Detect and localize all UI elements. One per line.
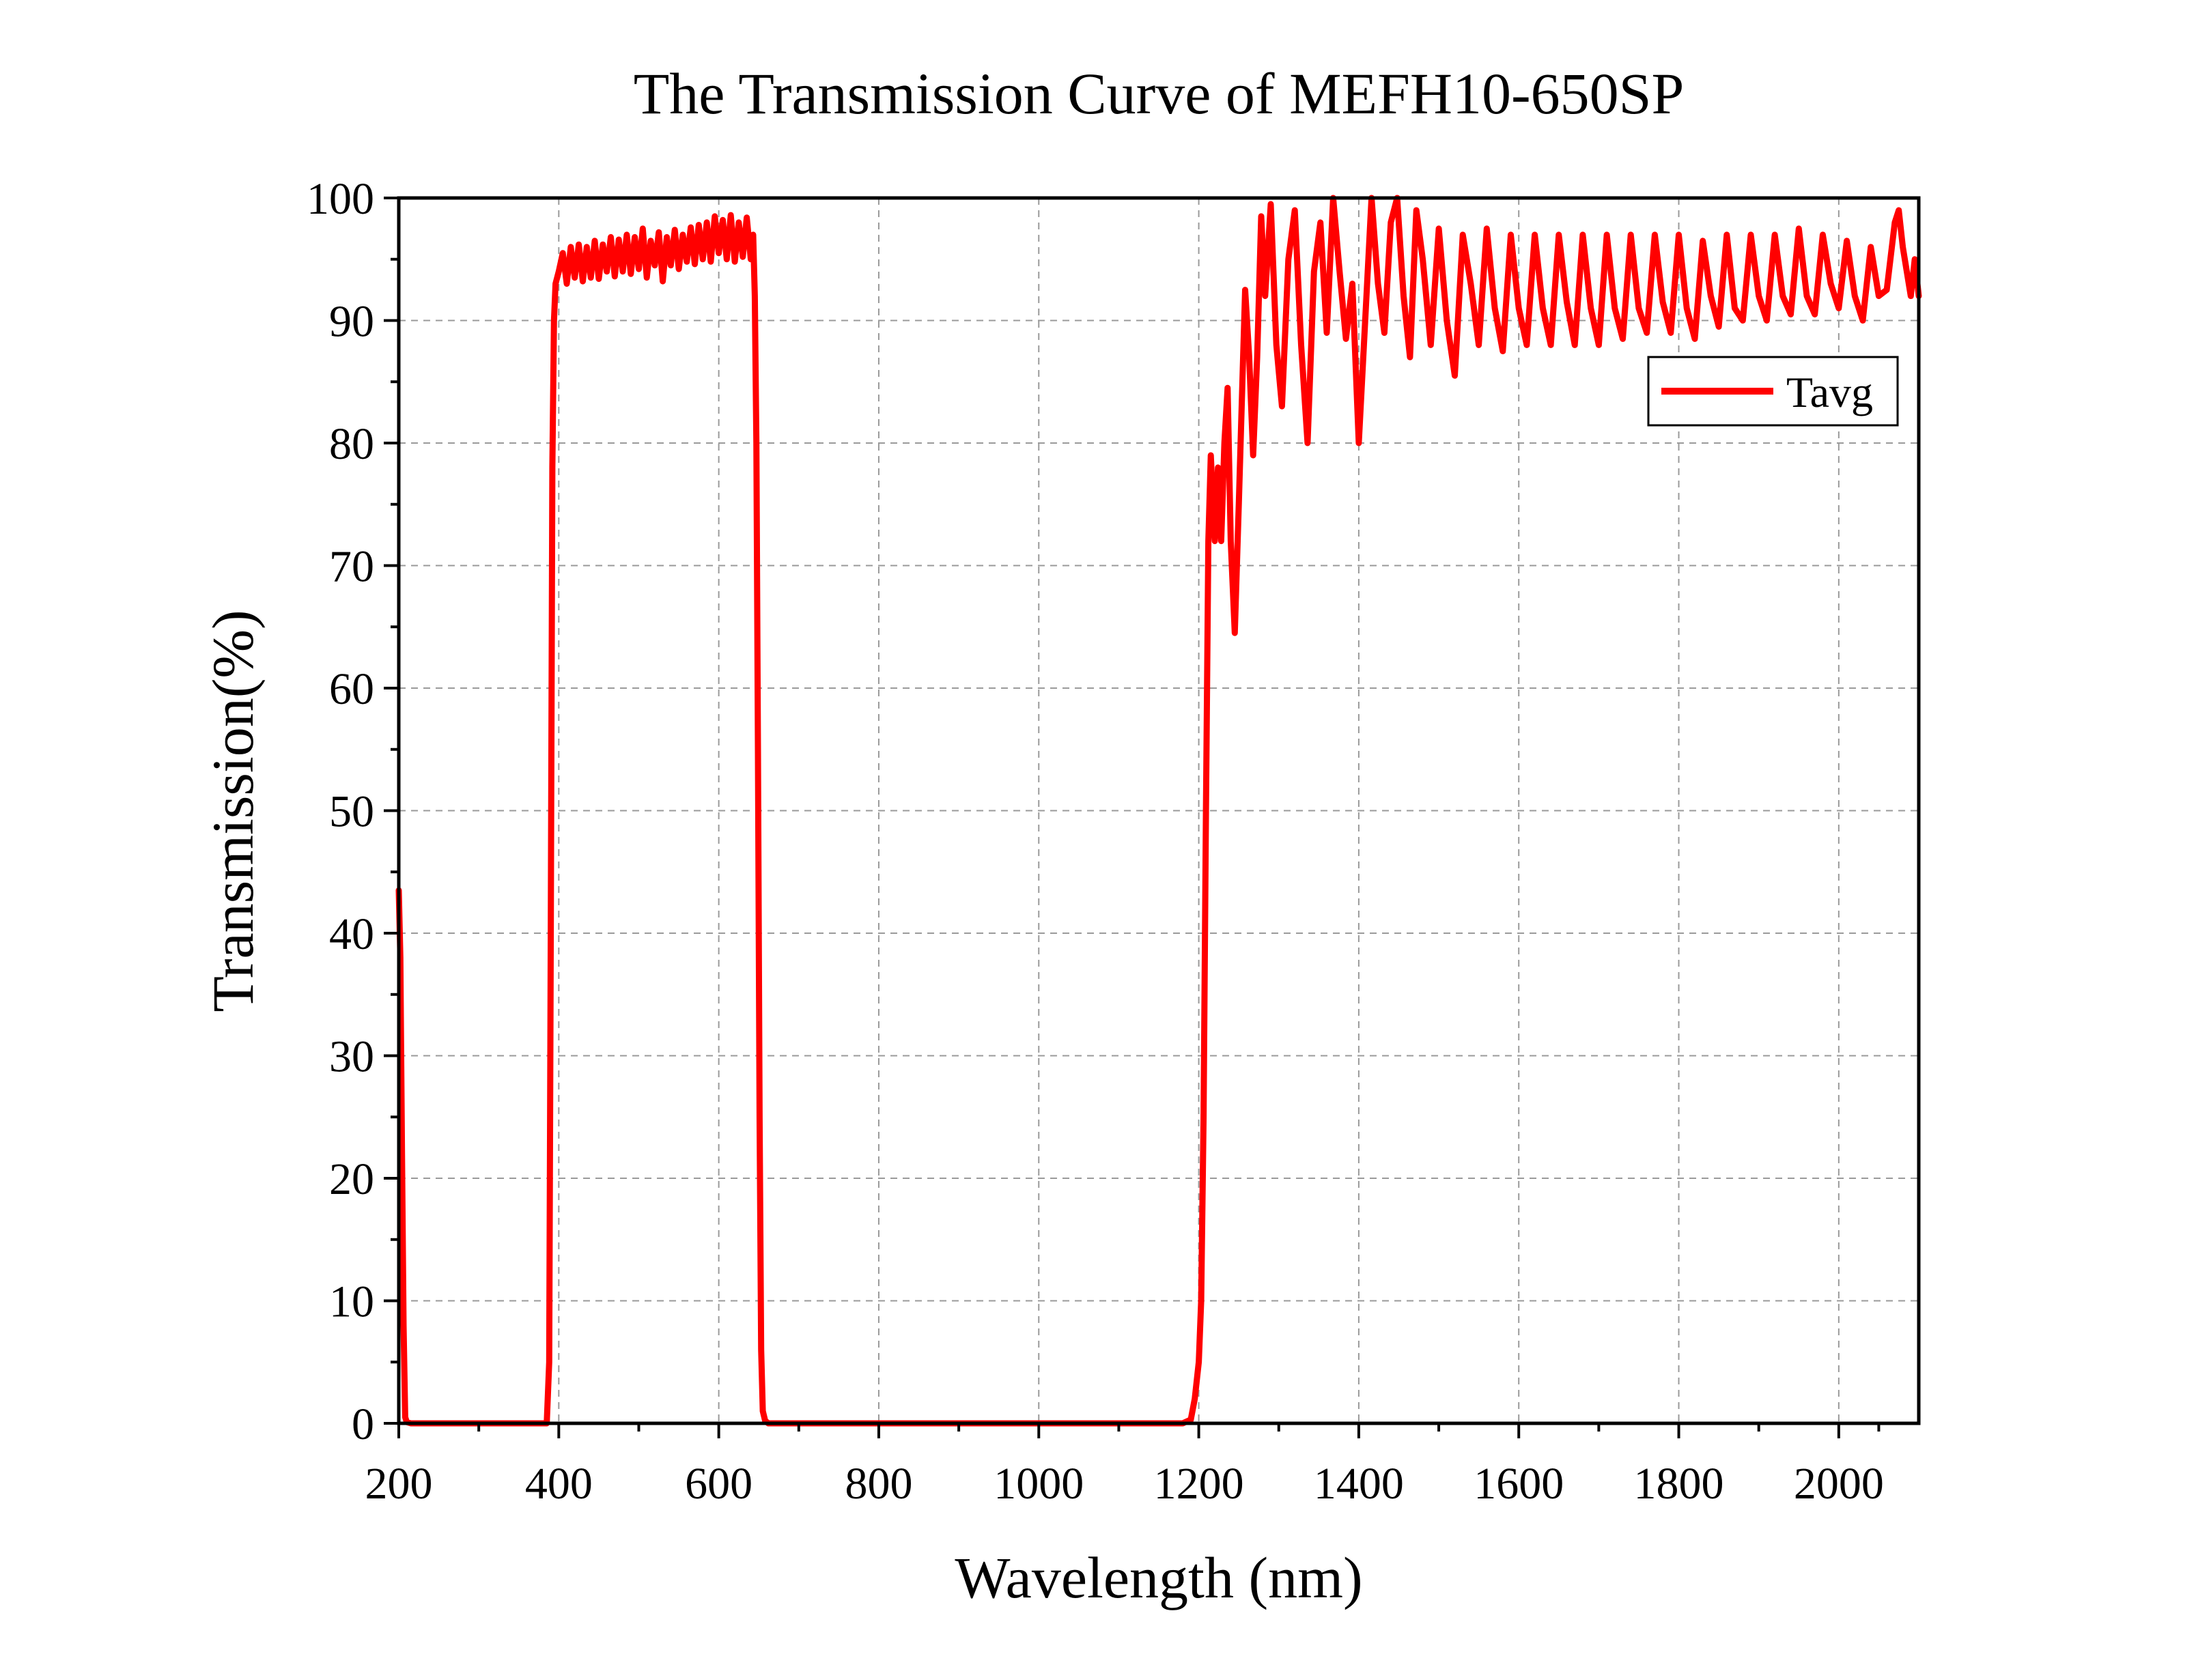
legend-label-tavg: Tavg [1786,368,1873,416]
y-tick-label: 90 [329,297,374,347]
x-tick-label: 1800 [1634,1459,1724,1509]
y-axis-label: Transmission(%) [200,610,266,1012]
x-axis-label: Wavelength (nm) [955,1545,1362,1610]
series-layer [395,195,1922,1427]
x-tick-label: 200 [365,1459,433,1509]
y-tick-labels: 0 10 20 30 40 50 60 70 80 90 100 [307,174,374,1449]
x-tick-label: 600 [685,1459,752,1509]
y-tick-label: 80 [329,419,374,469]
x-tick-label: 1400 [1314,1459,1404,1509]
x-tick-label: 1200 [1154,1459,1244,1509]
y-tick-label: 10 [329,1277,374,1327]
y-tick-label: 50 [329,787,374,837]
x-tick-labels: 200 400 600 800 1000 1200 1400 1600 1800 2000 [365,1459,1884,1509]
y-tick-label: 60 [329,664,374,714]
x-tick-label: 2000 [1794,1459,1884,1509]
x-tick-label: 1600 [1474,1459,1564,1509]
y-tick-label: 70 [329,542,374,592]
y-tick-label: 30 [329,1032,374,1082]
x-tick-label: 800 [845,1459,912,1509]
y-tick-label: 0 [352,1399,374,1449]
axis-ticks [384,197,1881,1438]
y-tick-label: 20 [329,1154,374,1204]
series-line-tavg [395,195,1922,1427]
grid-lines [399,198,1919,1423]
legend: Tavg [1647,356,1899,427]
chart-title: The Transmission Curve of MEFH10-650SP [634,61,1685,126]
y-tick-label: 100 [307,174,374,224]
x-tick-label: 400 [525,1459,593,1509]
y-tick-label: 40 [329,909,374,959]
x-tick-label: 1000 [994,1459,1084,1509]
